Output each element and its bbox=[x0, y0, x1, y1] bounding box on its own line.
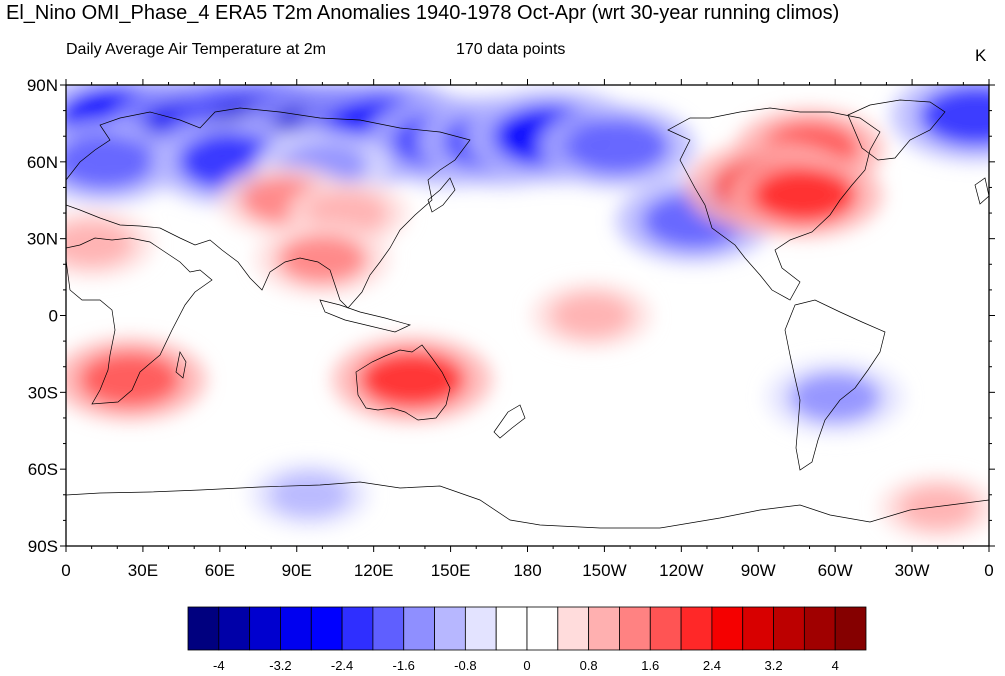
lon-tick-label: 90W bbox=[741, 561, 776, 580]
colorbar-swatch bbox=[218, 606, 251, 651]
colorbar-label: -4 bbox=[213, 658, 225, 673]
lon-tick-label: 90E bbox=[282, 561, 312, 580]
colorbar-swatch bbox=[557, 606, 590, 651]
colorbar-swatch bbox=[649, 606, 682, 651]
colorbar-swatch bbox=[711, 606, 744, 651]
colorbar-label: 2.4 bbox=[703, 658, 721, 673]
anomaly-core bbox=[752, 167, 857, 224]
colorbar-swatch bbox=[187, 606, 220, 651]
anomaly-core bbox=[789, 372, 882, 423]
lon-tick-label: 0 bbox=[984, 561, 993, 580]
colorbar-swatch bbox=[619, 606, 651, 651]
anomaly-core bbox=[551, 293, 632, 338]
colorbar-label: -0.8 bbox=[454, 658, 476, 673]
coastline-north-america bbox=[667, 107, 881, 301]
colorbar-swatch bbox=[495, 606, 528, 651]
lat-tick-label: 30S bbox=[28, 383, 58, 402]
colorbar bbox=[187, 606, 867, 651]
anomaly-core bbox=[919, 85, 989, 147]
lon-tick-label: 150W bbox=[582, 561, 626, 580]
anomaly-core bbox=[358, 350, 466, 409]
colorbar-label: 0 bbox=[523, 658, 530, 673]
colorbar-swatch bbox=[588, 606, 620, 651]
colorbar-label: 4 bbox=[832, 658, 839, 673]
colorbar-swatch bbox=[742, 606, 774, 651]
units-label: K bbox=[975, 46, 987, 65]
colorbar-swatch bbox=[526, 606, 559, 651]
lat-tick-label: 60S bbox=[28, 460, 58, 479]
colorbar-swatch bbox=[249, 606, 281, 651]
lon-tick-label: 30E bbox=[128, 561, 158, 580]
colorbar-swatch bbox=[434, 606, 466, 651]
coastlines bbox=[66, 99, 989, 529]
colorbar-swatch bbox=[680, 606, 713, 651]
coastline-new-zealand bbox=[493, 404, 526, 439]
colorbar-swatch bbox=[834, 606, 867, 651]
coastline-madagascar bbox=[175, 351, 187, 379]
colorbar-swatch bbox=[773, 606, 805, 651]
colorbar-swatch bbox=[372, 606, 405, 651]
coastline-australia bbox=[355, 344, 451, 421]
colorbar-swatch bbox=[310, 606, 343, 651]
lon-tick-label: 30W bbox=[895, 561, 930, 580]
colorbar-label: 3.2 bbox=[765, 658, 783, 673]
lat-tick-label: 90N bbox=[27, 76, 58, 95]
coastline-south-america bbox=[784, 299, 886, 471]
colorbar-swatch bbox=[403, 606, 435, 651]
lat-tick-label: 60N bbox=[27, 153, 58, 172]
anomaly-field bbox=[66, 85, 989, 546]
lat-tick-label: 30N bbox=[27, 230, 58, 249]
coastline-indonesia bbox=[319, 299, 412, 333]
anomaly-core bbox=[79, 352, 181, 407]
anomaly-core bbox=[565, 118, 670, 175]
data-points-subtitle: 170 data points bbox=[456, 41, 566, 58]
anomaly-core bbox=[66, 134, 156, 190]
lon-tick-label: 120W bbox=[659, 561, 703, 580]
coastline-antarctica bbox=[66, 481, 989, 529]
colorbar-label: -2.4 bbox=[331, 658, 353, 673]
coastline-japan bbox=[427, 177, 456, 213]
colorbar-swatch bbox=[280, 606, 312, 651]
colorbar-labels: -4 -3.2 -2.4 -1.6 -0.8 0 0.8 1.6 2.4 3.2 4 bbox=[213, 658, 839, 673]
colorbar-label: 0.8 bbox=[580, 658, 598, 673]
colorbar-label: -3.2 bbox=[269, 658, 291, 673]
lon-tick-label: 60E bbox=[205, 561, 235, 580]
lon-tick-label: 180 bbox=[513, 561, 541, 580]
lat-tick-label: 90S bbox=[28, 537, 58, 556]
anomaly-core bbox=[269, 472, 350, 517]
coastline-greenland bbox=[847, 99, 946, 161]
anomaly-core bbox=[66, 221, 133, 267]
lon-tick-label: 0 bbox=[61, 561, 70, 580]
colorbar-swatch bbox=[464, 606, 497, 651]
axis-ticks bbox=[60, 79, 995, 552]
colorbar-label: -1.6 bbox=[393, 658, 415, 673]
coastline-europe-asia bbox=[66, 107, 471, 309]
coastline-uk bbox=[974, 177, 989, 205]
anomaly-core bbox=[898, 486, 977, 529]
coastline-africa bbox=[66, 237, 213, 405]
colorbar-label: 1.6 bbox=[641, 658, 659, 673]
colorbar-swatch bbox=[803, 606, 836, 651]
lat-tick-label: 0 bbox=[49, 307, 58, 326]
lon-tick-label: 120E bbox=[354, 561, 394, 580]
lon-tick-label: 150E bbox=[431, 561, 471, 580]
variable-subtitle: Daily Average Air Temperature at 2m bbox=[66, 41, 326, 58]
lon-tick-label: 60W bbox=[818, 561, 853, 580]
anomaly-core bbox=[277, 234, 368, 284]
plot-title: El_Nino OMI_Phase_4 ERA5 T2m Anomalies 1… bbox=[6, 2, 840, 24]
colorbar-swatch bbox=[341, 606, 374, 651]
